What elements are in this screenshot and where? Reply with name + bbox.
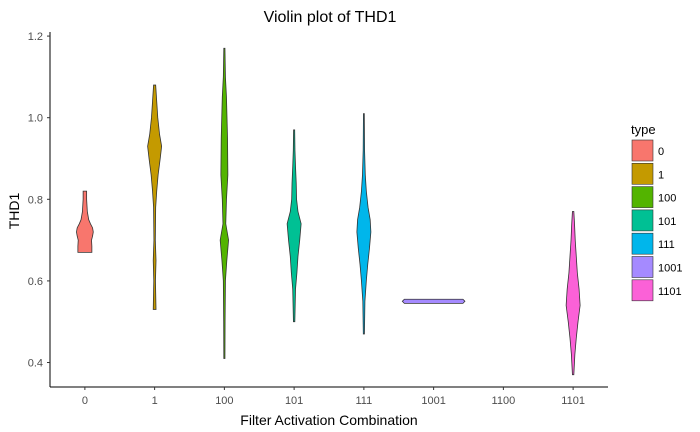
legend-label: 100 [658, 193, 676, 205]
y-axis-title: THD1 [6, 193, 22, 230]
x-tick-label: 101 [285, 395, 303, 407]
y-tick-label: 1.0 [28, 113, 43, 125]
legend-swatch [631, 139, 654, 162]
x-tick-label: 1100 [492, 395, 516, 407]
x-tick-label: 1001 [421, 395, 445, 407]
legend-label: 1 [658, 169, 664, 181]
x-tick-label: 1101 [561, 395, 585, 407]
y-tick-label: 0.4 [28, 358, 43, 370]
violin-101 [286, 129, 302, 323]
violin-100 [219, 47, 229, 359]
legend-label: 111 [658, 239, 675, 251]
legend-label: 101 [658, 216, 676, 228]
legend-label: 0 [658, 146, 664, 158]
legend-swatch [631, 279, 654, 302]
legend-swatch [631, 209, 654, 232]
legend-swatch [631, 256, 654, 278]
legend-swatch [631, 186, 654, 208]
y-tick-label: 0.8 [28, 194, 43, 206]
legend-swatch [631, 163, 654, 185]
x-axis-title: Filter Activation Combination [240, 412, 417, 428]
x-tick-label: 0 [82, 395, 88, 407]
legend-swatch [631, 232, 654, 255]
legend-label: 1101 [658, 286, 682, 298]
legend-title: type [631, 122, 656, 137]
x-tick-label: 111 [356, 395, 373, 407]
y-tick-label: 0.6 [28, 276, 43, 288]
x-ticks: 0 1 100 101 111 1001 1100 1101 [82, 387, 585, 407]
y-ticks: 0.4 0.6 0.8 1.0 1.2 [28, 31, 50, 370]
violin-layer [76, 47, 581, 376]
violin-1101 [565, 211, 581, 376]
y-tick-label: 1.2 [28, 31, 43, 43]
x-tick-label: 1 [152, 395, 158, 407]
violin-1001 [401, 298, 466, 304]
violin-111 [356, 113, 372, 335]
violin-0 [76, 190, 94, 253]
legend-label: 1001 [658, 263, 682, 275]
x-tick-label: 100 [215, 395, 233, 407]
violin-1 [147, 84, 163, 310]
legend: type 0 1 100 101 111 1001 1101 [631, 122, 682, 302]
chart-title: Violin plot of THD1 [264, 9, 397, 26]
